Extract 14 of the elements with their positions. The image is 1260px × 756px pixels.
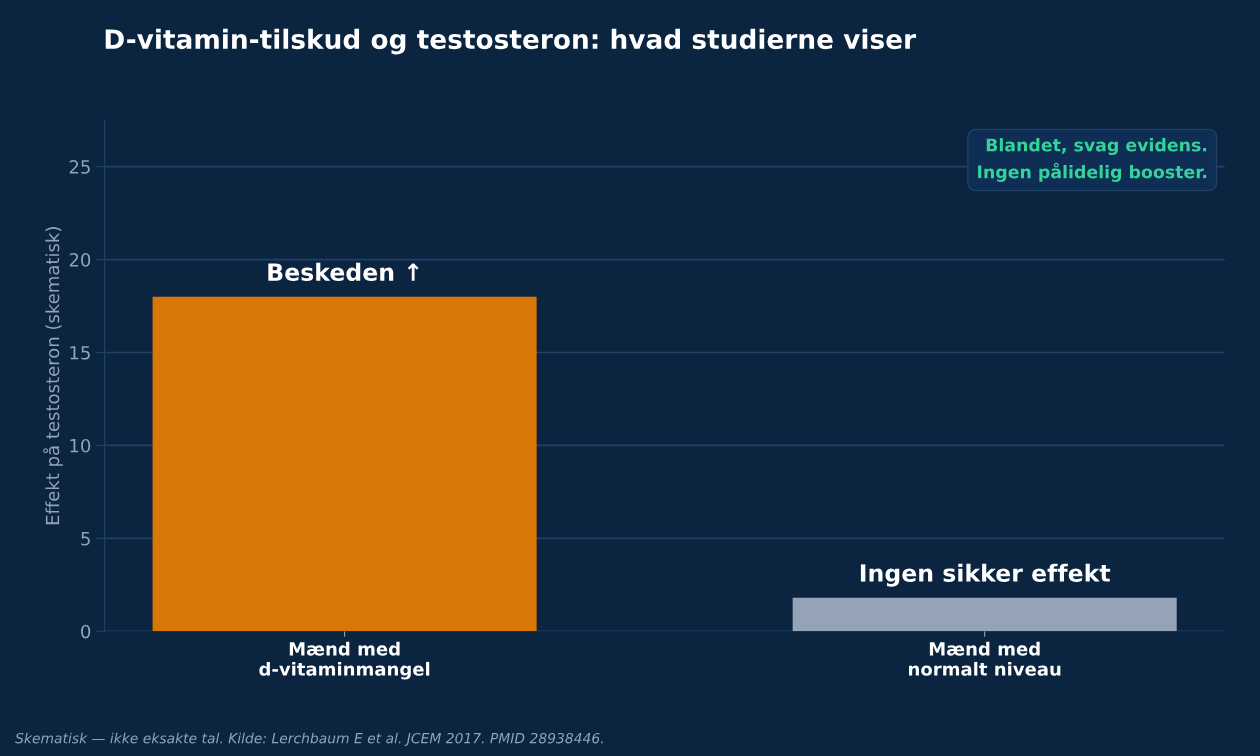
y-tick-label: 5: [81, 532, 90, 546]
y-tick-label: 0: [81, 624, 91, 639]
x-tick-label: Mænd med normalt niveau: [909, 641, 1061, 676]
y-axis-title: Effekt på testosteron (skematisk): [43, 227, 63, 525]
x-tick-label: Mænd med d-vitaminmangel: [259, 641, 430, 680]
text: Skematisk — ikke eksakte tal. Kilde: Lerchbaum E et al. JCEM 2017. PMID 28938446.: [15, 732, 603, 746]
y-tick-label: 20: [69, 253, 91, 267]
annotation: Blandet, svag evidens. Ingen pålidelig booster.: [978, 138, 1207, 182]
y-tick-label: 10: [70, 438, 91, 453]
annotation: Beskeden ↑: [268, 262, 419, 282]
y-tick-label: 25: [69, 160, 90, 174]
annotation: Ingen sikker effekt: [860, 563, 1111, 587]
y-tick-label: 15: [70, 346, 90, 360]
chart-title: D-vitamin-tilskud og testosteron: hvad studierne viser: [105, 28, 916, 55]
